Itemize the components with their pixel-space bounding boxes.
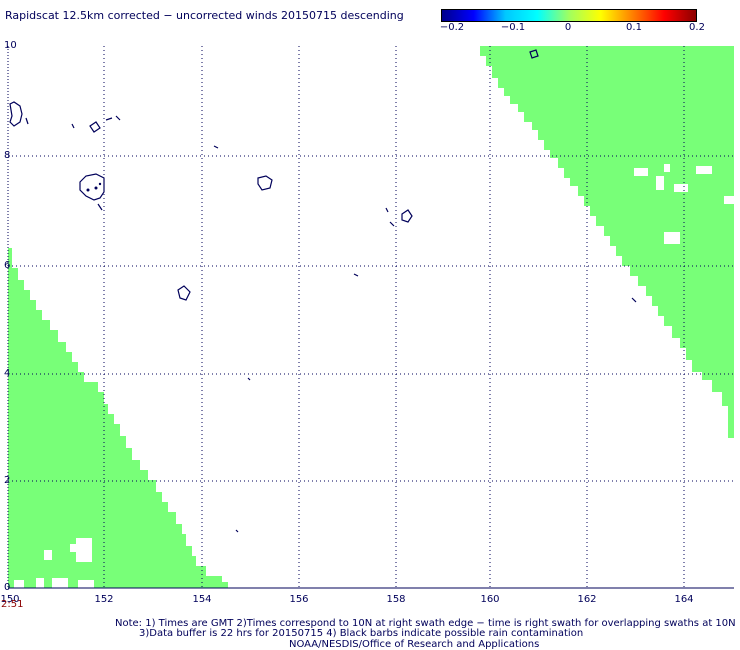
lon-label: 164 xyxy=(674,594,694,605)
lon-label: 154 xyxy=(192,594,212,605)
lat-label: 8 xyxy=(4,150,11,161)
lon-label: 162 xyxy=(577,594,597,605)
swath-right xyxy=(480,46,734,438)
colorbar-tick: 0 xyxy=(564,22,572,33)
lat-label: 2 xyxy=(4,475,11,486)
note-line-3: NOAA/NESDIS/Office of Research and Appli… xyxy=(289,639,540,650)
lat-label: 4 xyxy=(4,368,11,379)
lat-label: 0 xyxy=(4,582,11,593)
lat-label: 6 xyxy=(4,260,11,271)
lon-label: 160 xyxy=(480,594,500,605)
map-title: Rapidscat 12.5km corrected − uncorrected… xyxy=(5,9,404,22)
coastlines xyxy=(9,49,637,533)
colorbar-tick: 0.1 xyxy=(626,22,642,33)
note-line-1: Note: 1) Times are GMT 2)Times correspon… xyxy=(115,618,736,629)
colorbar xyxy=(441,9,697,22)
swath-left xyxy=(8,248,228,588)
colorbar-tick: 0.2 xyxy=(689,22,705,33)
colorbar-tick: −0.2 xyxy=(439,22,465,33)
note-line-2: 3)Data buffer is 22 hrs for 20150715 4) … xyxy=(139,628,584,639)
lon-label: 156 xyxy=(289,594,309,605)
lon-label: 152 xyxy=(94,594,114,605)
colorbar-tick: −0.1 xyxy=(500,22,526,33)
lon-label: 150 xyxy=(0,594,20,605)
time-label: 2:51 xyxy=(1,599,24,610)
lat-label: 10 xyxy=(4,40,17,51)
grid-lines xyxy=(8,46,734,588)
lon-label: 158 xyxy=(386,594,406,605)
